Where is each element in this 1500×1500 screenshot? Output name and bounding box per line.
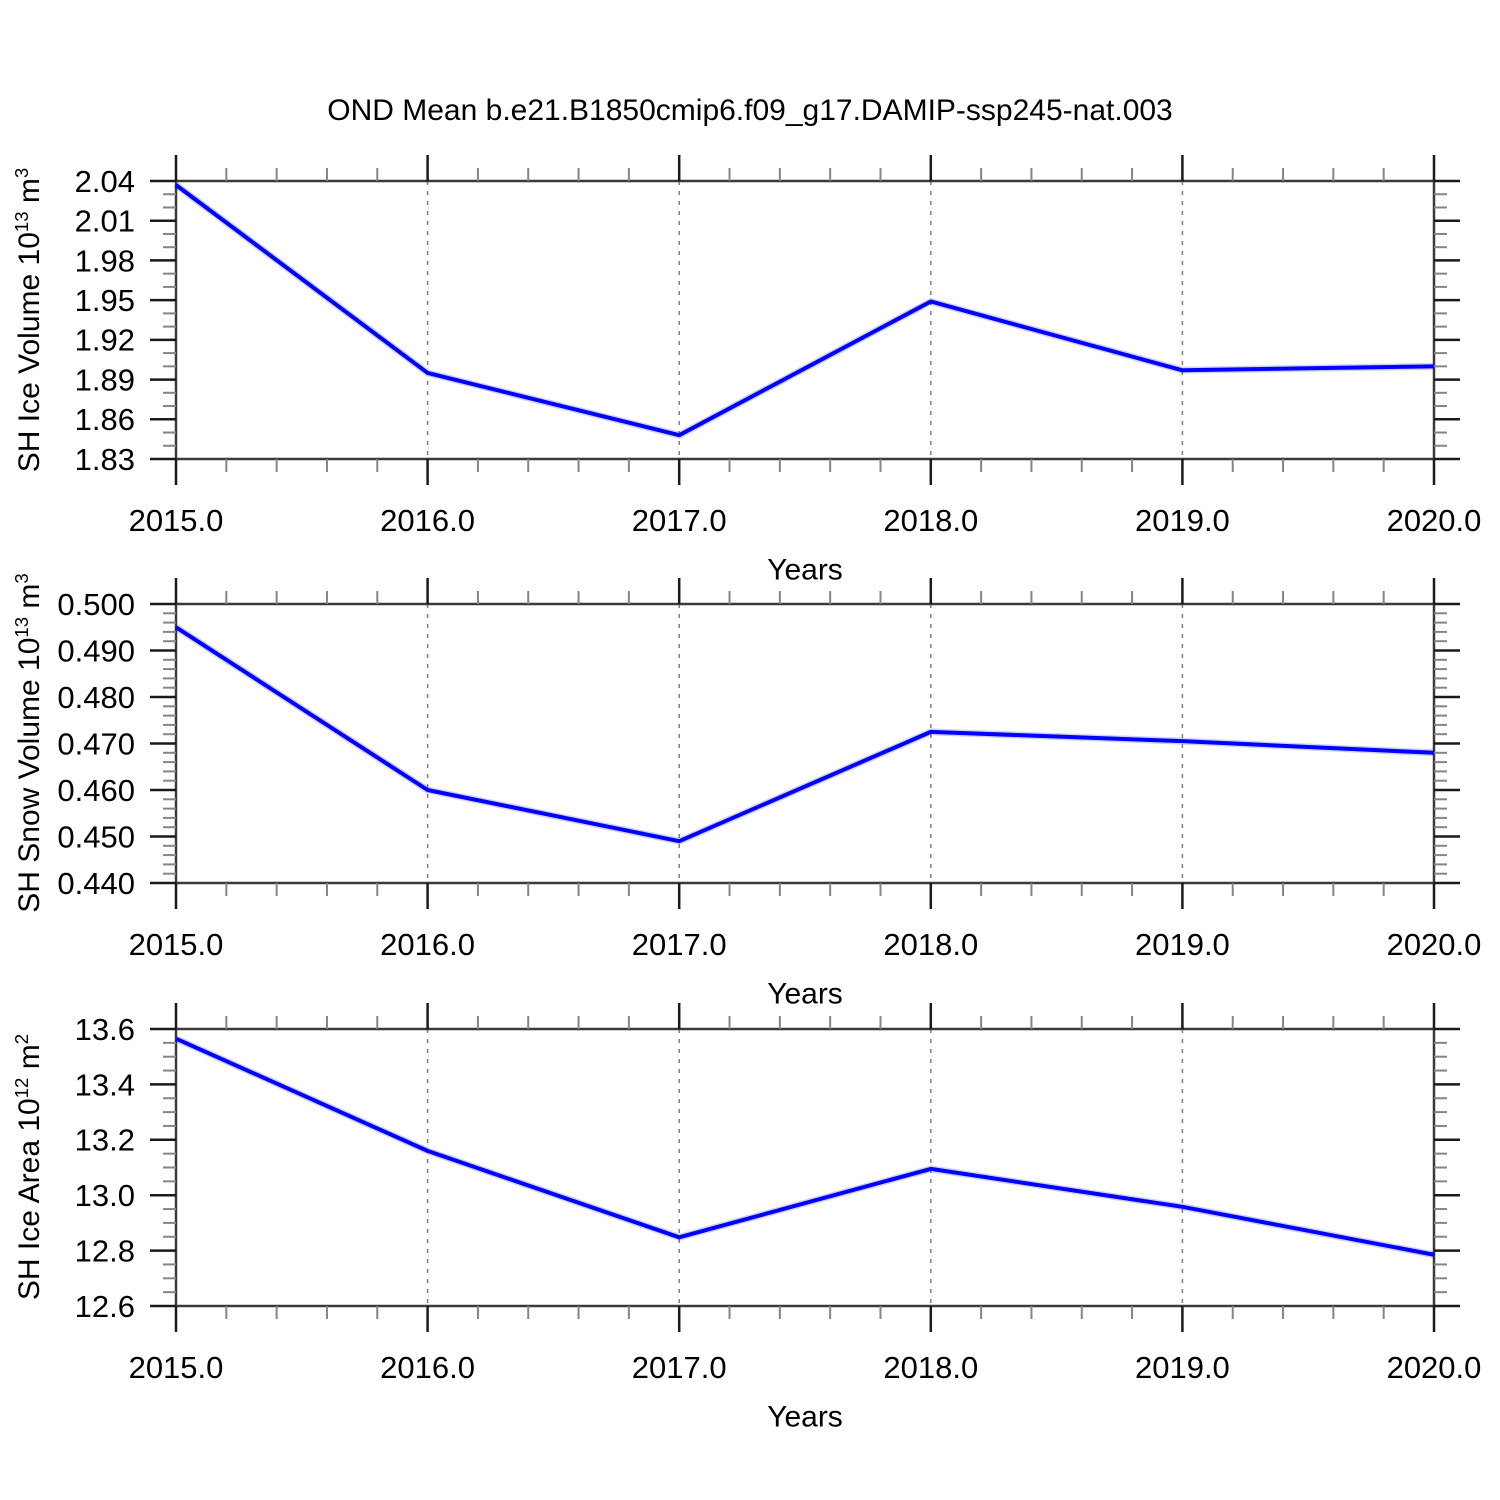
y-tick-label: 1.98 [75,243,135,278]
plot-frame [174,1027,1436,1308]
x-tick-label: 2017.0 [632,503,727,538]
y-tick-label: 1.83 [75,442,135,477]
y-tick-label: 1.89 [75,362,135,397]
x-tick-label: 2016.0 [380,927,475,962]
data-line-panel-2 [174,625,1435,844]
y-tick-label: 0.470 [57,726,135,761]
data-line-halo [173,182,1435,439]
plot-frame [174,179,1436,461]
data-line-panel-1 [174,183,1435,438]
y-tick-label: 1.86 [75,402,135,437]
y-tick-label: 12.8 [75,1233,135,1268]
data-line-halo [174,1035,1435,1259]
x-tick-label: 2018.0 [883,1350,978,1385]
figure-title: OND Mean b.e21.B1850cmip6.f09_g17.DAMIP-… [327,94,1173,127]
y-tick-label: 13.0 [75,1178,135,1213]
x-tick-label: 2019.0 [1135,503,1230,538]
panel-3: 2015.0 2016.0 2017.0 2018.0 2019.0 2020.0 12.6… [75,1003,1482,1434]
x-tick-label: 2019.0 [1135,1350,1230,1385]
x-tick-label: 2018.0 [883,503,978,538]
panel-1: 2015.0 2016.0 2017.0 2018.0 2019.0 2020.0 1.83… [75,155,1482,587]
x-axis-title: Years [767,554,843,587]
y-tick-label: 2.01 [75,204,135,239]
x-tick-label: 2015.0 [129,503,224,538]
x-tick-label: 2015.0 [129,1350,224,1385]
y-tick-label: 1.95 [75,283,135,318]
x-tick-label: 2020.0 [1387,927,1482,962]
y-tick-label: 0.500 [57,587,135,622]
x-tick-label: 2019.0 [1135,927,1230,962]
y-tick-label: 0.450 [57,819,135,854]
x-axis-title: Years [767,1401,843,1434]
y-tick-label: 0.490 [57,633,135,668]
x-tick-label: 2020.0 [1387,1350,1482,1385]
x-tick-label: 2016.0 [380,503,475,538]
x-tick-label: 2020.0 [1387,503,1482,538]
y-tick-label: 12.6 [75,1289,135,1324]
y-tick-label: 2.04 [75,164,135,199]
y-tick-label: 0.480 [57,680,135,715]
x-tick-label: 2015.0 [129,927,224,962]
y-tick-label: 13.2 [75,1123,135,1158]
x-tick-label: 2017.0 [632,927,727,962]
data-line-halo [174,624,1435,845]
x-tick-label: 2016.0 [380,1350,475,1385]
x-tick-label: 2017.0 [632,1350,727,1385]
y-tick-label: 0.460 [57,773,135,808]
x-axis-title: Years [767,978,843,1011]
x-tick-label: 2018.0 [883,927,978,962]
y-tick-label: 0.440 [57,866,135,901]
y-tick-label: 13.4 [75,1067,135,1102]
y-tick-label: 1.92 [75,323,135,358]
panel-2: 2015.0 2016.0 2017.0 2018.0 2019.0 2020.0 0.44… [57,578,1481,1011]
data-line-panel-3 [175,1036,1435,1257]
y-tick-label: 13.6 [75,1012,135,1047]
